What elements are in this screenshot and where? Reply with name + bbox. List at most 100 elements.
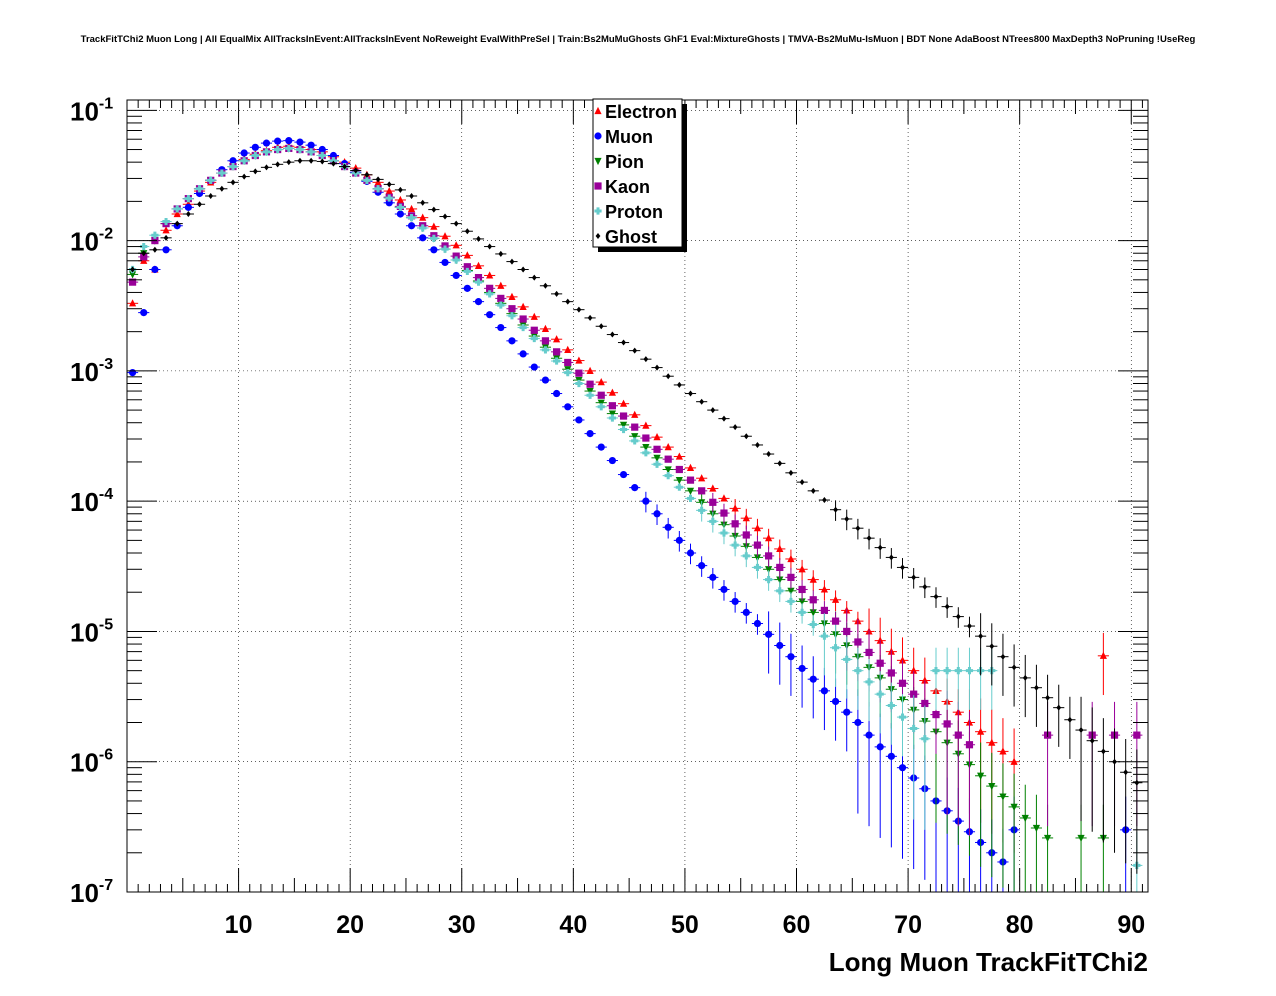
data-point [763, 611, 775, 674]
data-point [528, 326, 540, 334]
marker [197, 201, 202, 208]
data-point [729, 592, 741, 613]
marker [932, 710, 940, 719]
data-point [874, 671, 886, 734]
data-point [1030, 664, 1042, 727]
marker [519, 315, 527, 323]
marker [710, 407, 716, 414]
data-point [394, 195, 406, 204]
marker [1078, 727, 1084, 734]
marker [866, 535, 872, 542]
data-point [528, 363, 540, 371]
data-point [450, 256, 462, 264]
data-point [997, 633, 1009, 696]
marker [865, 678, 873, 686]
data-point [807, 615, 819, 636]
marker [798, 565, 806, 573]
marker [720, 529, 728, 537]
data-point [428, 246, 440, 254]
marker [608, 414, 616, 422]
data-point [127, 278, 139, 286]
marker [486, 311, 494, 319]
data-point [339, 163, 351, 170]
marker [297, 157, 303, 164]
marker [385, 186, 393, 195]
data-point [216, 185, 228, 192]
data-point [785, 568, 797, 589]
marker [876, 636, 884, 644]
marker [597, 399, 605, 407]
data-point [896, 694, 909, 757]
data-point [673, 477, 685, 485]
marker [208, 192, 214, 199]
marker [497, 301, 505, 309]
x-tick-label: 70 [894, 911, 922, 939]
data-point [439, 213, 451, 220]
marker [430, 246, 438, 254]
data-point [763, 570, 775, 591]
marker [843, 627, 851, 636]
data-point [238, 173, 250, 180]
data-point [707, 492, 719, 514]
marker [554, 290, 560, 297]
marker [385, 194, 393, 202]
marker [619, 421, 628, 429]
data-point [127, 369, 139, 377]
marker [285, 144, 293, 153]
legend-item-ghost: Ghost [595, 227, 657, 247]
marker [453, 220, 459, 227]
data-point [171, 220, 183, 227]
marker [564, 403, 572, 411]
data-point [584, 366, 596, 374]
marker [240, 149, 248, 157]
data-point [383, 186, 395, 195]
marker [162, 246, 170, 254]
data-point [617, 339, 630, 346]
marker [742, 608, 750, 617]
marker [441, 232, 449, 240]
marker [407, 214, 416, 222]
data-point [696, 556, 708, 577]
data-point [472, 235, 485, 242]
data-point [495, 301, 507, 309]
marker [441, 245, 449, 253]
marker [642, 497, 650, 505]
marker [988, 738, 996, 746]
data-point [863, 701, 875, 827]
marker [184, 195, 192, 203]
data-point [640, 443, 652, 452]
marker [843, 655, 851, 664]
data-point [216, 169, 228, 177]
legend: Electron Muon Pion Kaon Proton Ghost [592, 98, 687, 252]
data-point [472, 298, 485, 306]
marker [865, 731, 873, 739]
data-point [829, 678, 842, 741]
data-point [316, 158, 328, 165]
marker [787, 554, 795, 563]
marker [887, 669, 895, 677]
marker [765, 534, 773, 542]
marker [219, 185, 225, 192]
data-point [294, 157, 306, 164]
data-point [818, 613, 830, 676]
marker [128, 271, 137, 279]
data-point [249, 151, 261, 160]
marker [664, 442, 672, 451]
marker [776, 587, 784, 595]
marker [1089, 737, 1095, 744]
marker [742, 514, 750, 522]
y-tick-exponent: -5 [99, 616, 113, 633]
data-point [160, 226, 172, 234]
data-point [640, 356, 652, 363]
data-point [160, 217, 172, 226]
data-point [1064, 696, 1076, 759]
data-point [662, 373, 674, 380]
marker [665, 373, 671, 380]
y-axis: 10-110-210-310-410-510-610-7 [70, 95, 1148, 908]
data-point [874, 538, 886, 559]
data-point [539, 376, 552, 384]
data-point [829, 590, 842, 612]
marker [508, 337, 516, 345]
data-point [417, 224, 429, 232]
x-tick-label: 20 [336, 911, 364, 939]
